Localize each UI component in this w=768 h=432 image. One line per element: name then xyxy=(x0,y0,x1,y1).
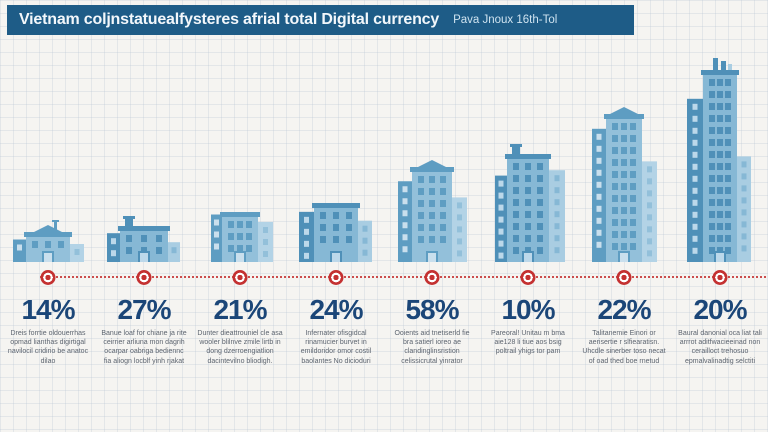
stat-column: 58% Ooients aid tnetiserld fie bra satie… xyxy=(384,0,480,432)
timeline-marker-icon xyxy=(40,270,56,285)
percent-value: 14% xyxy=(21,294,75,325)
percent-value: 24% xyxy=(309,294,363,325)
timeline-marker-icon xyxy=(712,270,728,285)
percent-value: 21% xyxy=(213,294,267,325)
timeline-marker-icon xyxy=(232,270,248,285)
page-subtitle: Pava Jnoux 16th-Tol xyxy=(453,14,558,26)
title-bar: Vietnam coljnstatuealfysteres afrial tot… xyxy=(7,5,634,35)
percent-description: Dunter dieattrouniel cle asa wooler blil… xyxy=(197,330,283,365)
percent-value: 27% xyxy=(117,294,171,325)
timeline-marker-icon xyxy=(328,270,344,285)
percent-description: Talitanemie Einori or aerisertie r slfie… xyxy=(582,330,666,365)
percent-value: 20% xyxy=(693,294,747,325)
percent-description: Baural danonial oca liat tali arrrot adi… xyxy=(678,330,762,365)
stat-column: 14% Dreis forrtie oldouerrhas opmad lian… xyxy=(0,0,96,432)
percent-description: Infernater ofisgidcal rinamucier burvet … xyxy=(300,330,372,365)
building-icon xyxy=(480,0,576,262)
building-icon xyxy=(672,0,768,262)
stat-column: 21% Dunter dieattrouniel cle asa wooler … xyxy=(192,0,288,432)
percent-value: 10% xyxy=(501,294,555,325)
building-icon xyxy=(288,0,384,262)
percent-value: 22% xyxy=(597,294,651,325)
percent-description: Dreis forrtie oldouerrhas opmad lianthas… xyxy=(7,330,89,365)
timeline-marker-icon xyxy=(616,270,632,285)
percent-description: Pareoral! Unitau m bma aie128 li tiue ao… xyxy=(491,330,565,356)
building-icon xyxy=(384,0,480,262)
building-icon xyxy=(576,0,672,262)
stat-column: 24% Infernater ofisgidcal rinamucier bur… xyxy=(288,0,384,432)
stat-column: 10% Pareoral! Unitau m bma aie128 li tiu… xyxy=(480,0,576,432)
building-icon xyxy=(96,0,192,262)
timeline-marker-icon xyxy=(136,270,152,285)
percent-description: Banue loaf for chiane ja rite ceirrier a… xyxy=(101,330,187,365)
stat-column: 20% Baural danonial oca liat tali arrrot… xyxy=(672,0,768,432)
building-icon xyxy=(192,0,288,262)
page-title: Vietnam coljnstatuealfysteres afrial tot… xyxy=(19,11,440,28)
timeline-dotted-line xyxy=(40,276,766,278)
timeline-marker-icon xyxy=(424,270,440,285)
percent-value: 58% xyxy=(405,294,459,325)
building-icon xyxy=(0,0,96,262)
timeline-marker-icon xyxy=(520,270,536,285)
stat-column: 27% Banue loaf for chiane ja rite ceirri… xyxy=(96,0,192,432)
percent-description: Ooients aid tnetiserld fie bra satierl i… xyxy=(394,330,470,365)
stat-column: 22% Talitanemie Einori or aerisertie r s… xyxy=(576,0,672,432)
